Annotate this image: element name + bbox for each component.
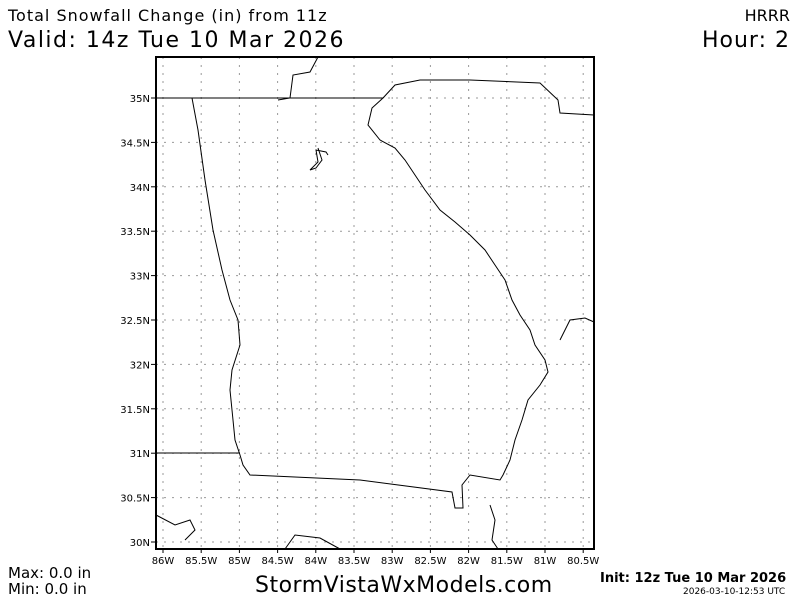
lat-label: 33N [130, 272, 150, 283]
nc-border [277, 56, 319, 101]
lat-label: 31N [130, 449, 150, 460]
lon-label: 85W [228, 556, 251, 567]
state-borders [155, 56, 595, 550]
fl-east-coast [489, 504, 499, 550]
lon-label: 86W [152, 556, 175, 567]
lon-label: 82W [457, 556, 480, 567]
georgia-outline [191, 97, 549, 509]
min-value: Min: 0.0 in [8, 580, 87, 598]
generated-timestamp: 2026-03-10-12:53 UTC [683, 587, 786, 597]
lake-lanier [309, 147, 329, 171]
fl-panhandle-coast [284, 534, 341, 550]
map-frame [155, 56, 595, 550]
lon-label: 80.5W [567, 556, 599, 567]
lat-label: 30.5N [120, 494, 150, 505]
lon-label: 81.5W [491, 556, 523, 567]
sc-coast [559, 317, 595, 341]
lat-label: 30N [130, 538, 150, 549]
valid-time: Valid: 14z Tue 10 Mar 2026 [8, 28, 345, 53]
lon-label: 84.5W [262, 556, 294, 567]
lon-label: 84W [304, 556, 327, 567]
lon-label: 81W [534, 556, 557, 567]
grid-lines [156, 57, 594, 549]
lat-label: 31.5N [120, 405, 150, 416]
init-time: Init: 12z Tue 10 Mar 2026 [600, 571, 787, 586]
forecast-hour: Hour: 2 [701, 28, 790, 53]
fl-coast [155, 514, 196, 541]
lat-label: 33.5N [120, 227, 150, 238]
brand-logo-text: StormVistaWxModels.com [255, 573, 553, 598]
model-name: HRRR [744, 6, 790, 25]
lon-label: 83W [381, 556, 404, 567]
max-value: Max: 0.0 in [8, 564, 92, 582]
sc-nc-border [382, 79, 595, 116]
lat-label: 32.5N [120, 316, 150, 327]
lat-label: 34.5N [120, 138, 150, 149]
lat-label: 35N [130, 94, 150, 105]
lon-label: 85.5W [185, 556, 217, 567]
lat-label: 34N [130, 183, 150, 194]
lat-label: 32N [130, 360, 150, 371]
map-title: Total Snowfall Change (in) from 11z [8, 6, 328, 25]
longitude-labels: 86W 85.5W 85W 84.5W 84W 83.5W 83W 82.5W 82W 81.5W… [152, 549, 599, 567]
lon-label: 83.5W [338, 556, 370, 567]
lon-label: 82.5W [414, 556, 446, 567]
latitude-labels: 35N 34.5N 34N 33.5N 33N 32.5N 32N 31.5N 31N 30.5N… [120, 94, 156, 549]
